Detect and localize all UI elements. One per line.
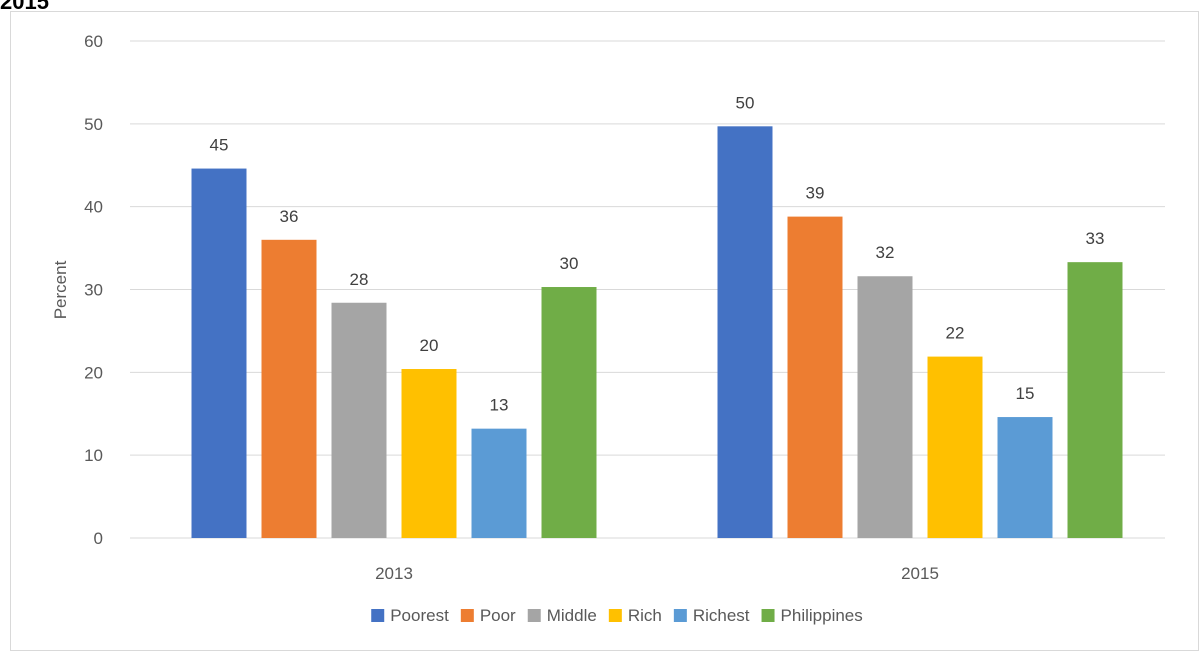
y-tick-label: 0	[94, 529, 103, 548]
data-label: 50	[736, 93, 755, 112]
y-axis-ticks: 0 10 20 30 40 50 60	[84, 32, 103, 548]
data-label: 28	[350, 270, 369, 289]
bar-richest-2015	[997, 417, 1053, 538]
y-tick-label: 50	[84, 115, 103, 134]
clipped-chart-title: 2015	[0, 0, 49, 14]
legend-label: Rich	[628, 606, 662, 625]
data-labels: 45 36 28 20 13 30 50 39 32 22 15 33	[210, 93, 1105, 414]
legend-label: Richest	[693, 606, 750, 625]
legend-label: Poor	[480, 606, 516, 625]
bar-rich-2013	[401, 369, 457, 538]
data-label: 33	[1086, 229, 1105, 248]
legend-item: Richest	[673, 606, 750, 625]
y-tick-label: 30	[84, 281, 103, 300]
data-label: 22	[946, 324, 965, 343]
y-tick-label: 60	[84, 32, 103, 51]
bar-middle-2015	[857, 276, 913, 538]
data-label: 20	[420, 336, 439, 355]
data-label: 15	[1016, 384, 1035, 403]
data-label: 36	[280, 207, 299, 226]
legend-item: Poor	[460, 606, 516, 625]
legend-label: Philippines	[781, 606, 863, 625]
data-label: 39	[806, 184, 825, 203]
legend-label: Poorest	[390, 606, 449, 625]
legend-item: Rich	[608, 606, 662, 625]
legend-item: Philippines	[761, 606, 863, 625]
legend-swatch-philippines	[761, 609, 775, 622]
bar-richest-2013	[471, 428, 527, 538]
x-tick-label: 2015	[901, 564, 939, 583]
bar-middle-2013	[331, 302, 387, 538]
legend-swatch-rich	[608, 609, 622, 622]
y-axis-label: Percent	[51, 260, 70, 319]
legend-swatch-richest	[673, 609, 687, 622]
y-tick-label: 10	[84, 446, 103, 465]
y-tick-label: 20	[84, 363, 103, 382]
legend-swatch-middle	[527, 609, 541, 622]
bar-philippines-2013	[541, 287, 597, 538]
data-label: 45	[210, 136, 229, 155]
bar-poorest-2013	[191, 168, 247, 538]
bar-philippines-2015	[1067, 262, 1123, 538]
legend-label: Middle	[547, 606, 597, 625]
bar-poor-2013	[261, 239, 317, 539]
legend-swatch-poor	[460, 609, 474, 622]
data-label: 30	[560, 254, 579, 273]
x-tick-label: 2013	[375, 564, 413, 583]
bars	[191, 126, 1123, 539]
legend-item: Middle	[527, 606, 597, 625]
bar-rich-2015	[927, 356, 983, 538]
data-label: 32	[876, 243, 895, 262]
x-axis-ticks: 2013 2015	[375, 564, 939, 583]
y-tick-label: 40	[84, 198, 103, 217]
legend-swatch-poorest	[371, 609, 385, 622]
bar-poorest-2015	[717, 126, 773, 539]
legend-item: Poorest	[371, 606, 449, 625]
data-label: 13	[490, 396, 509, 415]
bar-poor-2015	[787, 216, 843, 538]
legend: Poorest Poor Middle Rich Richest Philippines	[371, 606, 863, 625]
